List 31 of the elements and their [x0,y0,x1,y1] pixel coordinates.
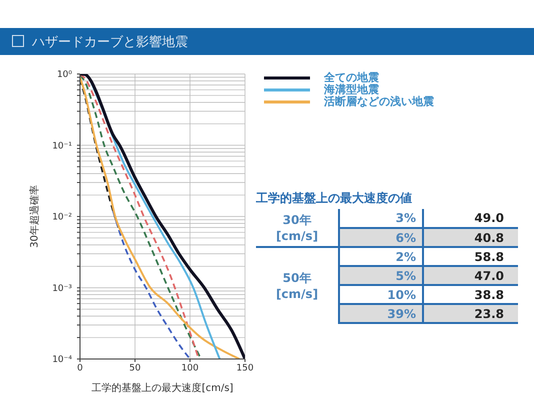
y-tick-label: 10⁻⁴ [52,355,72,365]
data-label: 58.8 [423,247,518,266]
category-label: 6% [339,228,423,247]
y-tick-label: 10⁻³ [52,284,72,294]
category-label: 5% [339,266,423,285]
x-tick-label: 150 [236,363,254,374]
text: 50年 [cm/s] [276,271,318,301]
legend-label: 海溝型地震 [324,83,379,96]
data-label: 49.0 [423,209,518,228]
y-tick-label: 10⁻² [52,212,72,222]
legend-label: 活断層などの浅い地震 [324,95,434,108]
legend-label: 全ての地震 [324,71,379,84]
x-axis-title: 工学的基盤上の最大速度[cm/s] [92,382,234,394]
x-tick-label: 50 [129,363,141,374]
category-label: 10% [339,285,423,304]
category-label: 2% [339,247,423,266]
data-label: 47.0 [423,266,518,285]
y-axis-title: 30年超過確率 [28,185,41,248]
text: 工学的基盤上の最大速度の値 [256,190,413,207]
data-label: 23.8 [423,304,518,323]
x-tick-label: 100 [181,363,199,374]
text: 30年 [cm/s] [276,213,318,243]
data-label: 40.8 [423,228,518,247]
y-tick-label: 10⁰ [56,70,72,80]
category-label: 3% [339,209,423,228]
chart-title: ハザードカーブと影響地震 [32,34,188,51]
x-tick-label: 0 [77,363,84,374]
line-series [112,210,191,359]
category-label: 39% [339,304,423,323]
data-label: 38.8 [423,285,518,304]
y-tick-label: 10⁻¹ [52,141,72,152]
